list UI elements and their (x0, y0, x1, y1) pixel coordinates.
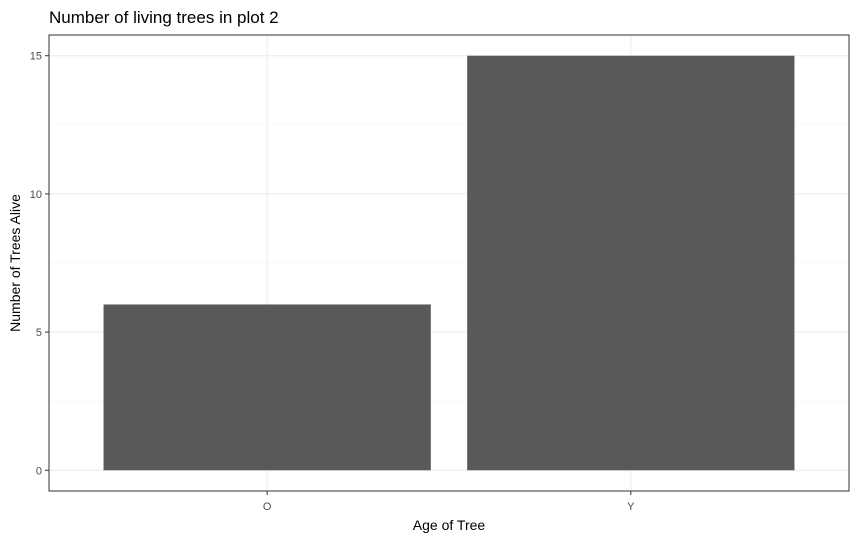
x-tick-label: O (263, 501, 272, 513)
y-tick-label: 0 (36, 465, 42, 477)
y-axis-title: Number of Trees Alive (7, 194, 23, 332)
axes: 0 5 10 15 O Y (30, 51, 635, 513)
y-tick-label: 5 (36, 327, 42, 339)
x-axis-title: Age of Tree (413, 517, 486, 533)
bars (103, 55, 795, 471)
bar-Y (467, 55, 795, 471)
y-tick-label: 10 (30, 189, 42, 201)
panel-border (48, 34, 850, 492)
bar-O (103, 304, 431, 471)
chart-title: Number of living trees in plot 2 (49, 8, 279, 27)
x-tick-label: Y (627, 501, 635, 513)
y-tick-label: 15 (30, 51, 42, 63)
